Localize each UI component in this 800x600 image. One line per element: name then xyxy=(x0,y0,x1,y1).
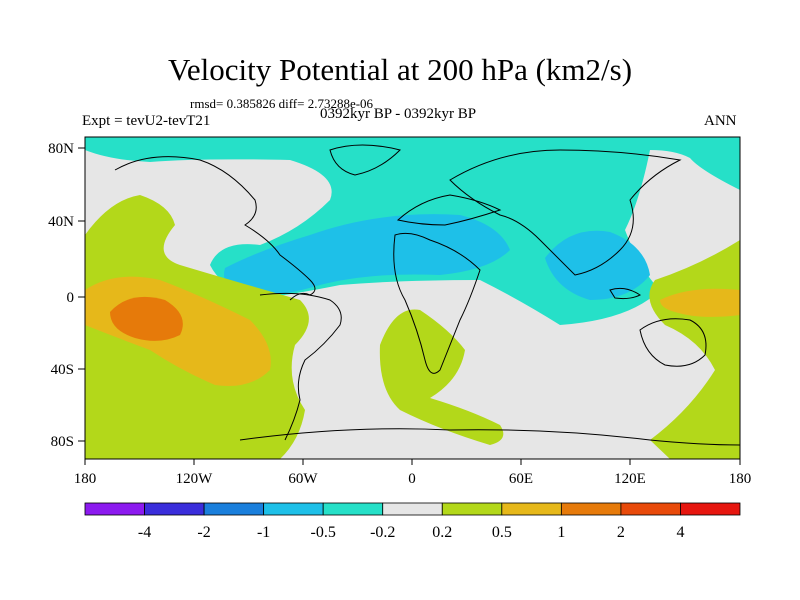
colorbar: -4 -2 -1 -0.5 -0.2 0.2 0.5 1 2 4 xyxy=(84,502,741,541)
colorbar-label: 0.2 xyxy=(432,524,452,541)
lon-label-60w: 60W xyxy=(288,471,318,487)
colorbar-swatch xyxy=(144,502,205,516)
colorbar-swatch xyxy=(263,502,324,516)
colorbar-label: 2 xyxy=(617,524,625,541)
colorbar-label: -1 xyxy=(257,524,270,541)
map-field xyxy=(85,137,740,459)
cyan-region-atlantic xyxy=(224,214,510,297)
colorbar-label: 1 xyxy=(557,524,565,541)
colorbar-label: -0.2 xyxy=(370,524,395,541)
colorbar-swatch xyxy=(84,502,145,516)
experiment-label: Expt = tevU2-tevT21 xyxy=(82,113,211,129)
coastlines xyxy=(114,144,740,446)
colorbar-swatch xyxy=(441,502,503,516)
chart-title: Velocity Potential at 200 hPa (km2/s) xyxy=(167,52,633,87)
lon-label-180e: 180 xyxy=(729,471,752,487)
lat-label-80N: 80N xyxy=(48,141,74,157)
lon-label-120e: 120E xyxy=(614,471,646,487)
lon-label-120w: 120W xyxy=(176,471,214,487)
colorbar-swatch xyxy=(203,502,265,516)
colorbar-label: -0.5 xyxy=(311,524,336,541)
orange-region-east xyxy=(660,288,740,317)
latitude-axis: 80N 40N 0 40S 80S xyxy=(48,141,85,450)
colorbar-swatch xyxy=(322,502,384,516)
colorbar-swatch xyxy=(680,502,741,516)
colorbar-swatch xyxy=(501,502,562,516)
period-label: 0392kyr BP - 0392kyr BP xyxy=(320,106,477,122)
colorbar-swatch xyxy=(560,502,622,516)
season-label: ANN xyxy=(704,113,737,129)
colorbar-label: 4 xyxy=(676,524,684,541)
darkorange-region-pacific xyxy=(110,296,183,341)
lat-label-40N: 40N xyxy=(48,214,74,230)
colorbar-label: -4 xyxy=(138,524,151,541)
green-region-south-atlantic xyxy=(379,309,504,445)
cyan-region-asia xyxy=(545,230,650,300)
lat-label-40S: 40S xyxy=(51,362,74,378)
stats-label: rmsd= 0.385826 diff= 2.73288e-06 xyxy=(190,96,374,111)
lat-label-0: 0 xyxy=(67,290,75,306)
colorbar-swatch xyxy=(382,502,443,516)
lon-label-0: 0 xyxy=(408,471,416,487)
lon-label-180w: 180 xyxy=(74,471,97,487)
lat-label-80S: 80S xyxy=(51,434,74,450)
longitude-axis: 180 120W 60W 0 60E 120E 180 xyxy=(74,459,752,487)
colorbar-label: 0.5 xyxy=(492,524,512,541)
lon-label-60e: 60E xyxy=(509,471,533,487)
colorbar-swatch xyxy=(620,502,681,516)
colorbar-label: -2 xyxy=(197,524,210,541)
